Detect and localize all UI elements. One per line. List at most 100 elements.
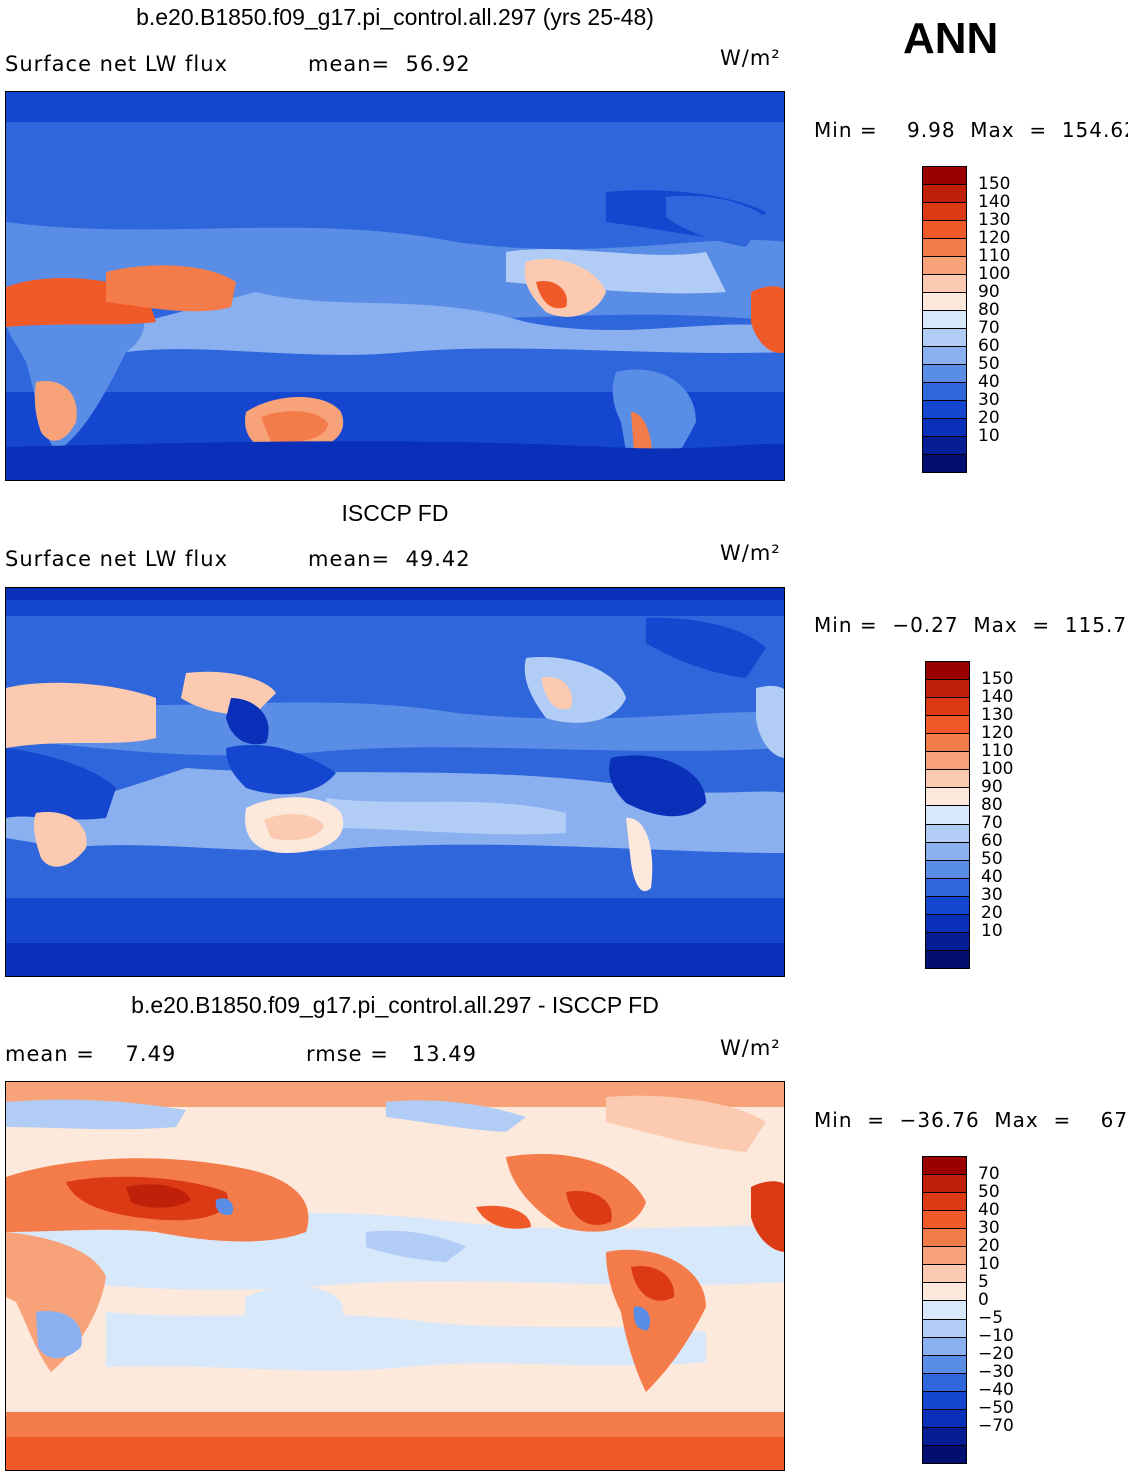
colorbar-tick-label: 120 (981, 725, 1013, 742)
colorbar-tick-label: 150 (978, 176, 1010, 193)
colorbar-swatch (925, 787, 970, 806)
colorbar-tick-label: 30 (978, 392, 1000, 409)
colorbar-swatch (922, 1445, 967, 1464)
colorbar-swatch (922, 238, 967, 257)
panel3-units: W/m² (720, 1036, 781, 1060)
colorbar-tick-label: −70 (978, 1418, 1014, 1435)
colorbar-swatch (925, 896, 970, 915)
colorbar-swatch (925, 661, 970, 680)
colorbar-tick-label: 20 (978, 410, 1000, 427)
panel3-map (5, 1081, 785, 1471)
colorbar-swatch (922, 310, 967, 329)
colorbar-tick-label: 70 (978, 320, 1000, 337)
colorbar-tick-label: 20 (978, 1238, 1000, 1255)
panel2-title: ISCCP FD (5, 500, 785, 527)
panel3-map-svg (6, 1082, 785, 1471)
panel1-minmax: Min = 9.98 Max = 154.62 (814, 118, 1128, 142)
colorbar-tick-label: 140 (978, 194, 1010, 211)
panel2-map-svg (6, 588, 785, 977)
colorbar-tick-label: 70 (981, 815, 1003, 832)
colorbar-tick-label: −20 (978, 1346, 1014, 1363)
colorbar-tick-label: 70 (978, 1166, 1000, 1183)
colorbar-swatch (925, 824, 970, 843)
panel1-mean-label: mean= 56.92 (308, 52, 471, 76)
colorbar-swatch (925, 878, 970, 897)
colorbar-swatch (922, 166, 967, 185)
colorbar-swatch (922, 274, 967, 293)
colorbar-swatch (922, 382, 967, 401)
colorbar-swatch (925, 842, 970, 861)
colorbar-swatch (922, 1319, 967, 1338)
colorbar-swatch (922, 1210, 967, 1229)
colorbar-swatch (922, 400, 967, 419)
colorbar-tick-label: 50 (978, 1184, 1000, 1201)
colorbar-swatch (922, 1337, 967, 1356)
panel1-map (5, 91, 785, 481)
colorbar-swatch (922, 1355, 967, 1374)
colorbar-swatch (922, 1192, 967, 1211)
colorbar-tick-label: 110 (981, 743, 1013, 760)
panel2-variable-label: Surface net LW flux (5, 547, 228, 571)
colorbar-swatch (922, 1228, 967, 1247)
panel1-map-svg (6, 92, 785, 481)
colorbar-tick-label: 130 (978, 212, 1010, 229)
panel2-minmax: Min = −0.27 Max = 115.77 (814, 613, 1128, 637)
colorbar-swatch (925, 679, 970, 698)
colorbar-swatch (922, 256, 967, 275)
colorbar-swatch (922, 364, 967, 383)
colorbar-tick-label: 40 (978, 374, 1000, 391)
colorbar-swatch (922, 1300, 967, 1319)
panel2-mean-label: mean= 49.42 (308, 547, 471, 571)
colorbar-swatch (922, 1282, 967, 1301)
colorbar-swatch (922, 418, 967, 437)
colorbar-tick-label: 100 (978, 266, 1010, 283)
colorbar-tick-label: 50 (981, 851, 1003, 868)
colorbar-tick-label: 30 (978, 1220, 1000, 1237)
colorbar-tick-label: 140 (981, 689, 1013, 706)
colorbar-swatch (925, 932, 970, 951)
colorbar-tick-label: 80 (981, 797, 1003, 814)
panel1-units: W/m² (720, 46, 781, 70)
colorbar-tick-label: 80 (978, 302, 1000, 319)
colorbar-tick-label: 30 (981, 887, 1003, 904)
colorbar-swatch (925, 715, 970, 734)
colorbar-tick-label: 130 (981, 707, 1013, 724)
colorbar-swatch (922, 1391, 967, 1410)
panel1-title: b.e20.B1850.f09_g17.pi_control.all.297 (… (5, 4, 785, 31)
panel3-minmax: Min = −36.76 Max = 67.03 (814, 1108, 1128, 1132)
season-label: ANN (903, 14, 998, 64)
colorbar-swatch (925, 860, 970, 879)
panel1-variable-label: Surface net LW flux (5, 52, 228, 76)
colorbar-tick-label: 50 (978, 356, 1000, 373)
colorbar-tick-label: 0 (978, 1292, 989, 1309)
colorbar-swatch (925, 805, 970, 824)
colorbar-tick-label: −40 (978, 1382, 1014, 1399)
panel3-rmse-label: rmse = 13.49 (306, 1042, 477, 1066)
colorbar-tick-label: −10 (978, 1328, 1014, 1345)
colorbar-swatch (922, 346, 967, 365)
panel3-colorbar: 70 50 40 30 20 10 5 0 −5 −10 −20 −30 −40 −50 −70 (922, 1156, 967, 1463)
colorbar-swatch (922, 1409, 967, 1428)
colorbar-tick-label: −30 (978, 1364, 1014, 1381)
colorbar-swatch (922, 1427, 967, 1446)
colorbar-tick-label: 10 (981, 923, 1003, 940)
panel2-map (5, 587, 785, 977)
colorbar-swatch (925, 914, 970, 933)
panel3-mean-label: mean = 7.49 (5, 1042, 176, 1066)
colorbar-swatch (922, 1373, 967, 1392)
panel2-units: W/m² (720, 541, 781, 565)
colorbar-tick-label: 20 (981, 905, 1003, 922)
colorbar-tick-label: 110 (978, 248, 1010, 265)
colorbar-swatch (922, 328, 967, 347)
colorbar-tick-label: 10 (978, 428, 1000, 445)
colorbar-swatch (922, 292, 967, 311)
colorbar-tick-label: 150 (981, 671, 1013, 688)
colorbar-tick-label: 120 (978, 230, 1010, 247)
colorbar-tick-label: 40 (981, 869, 1003, 886)
colorbar-tick-label: 60 (978, 338, 1000, 355)
colorbar-swatch (922, 1156, 967, 1175)
colorbar-swatch (922, 184, 967, 203)
colorbar-tick-label: 90 (981, 779, 1003, 796)
colorbar-swatch (925, 950, 970, 969)
colorbar-swatch (922, 454, 967, 473)
